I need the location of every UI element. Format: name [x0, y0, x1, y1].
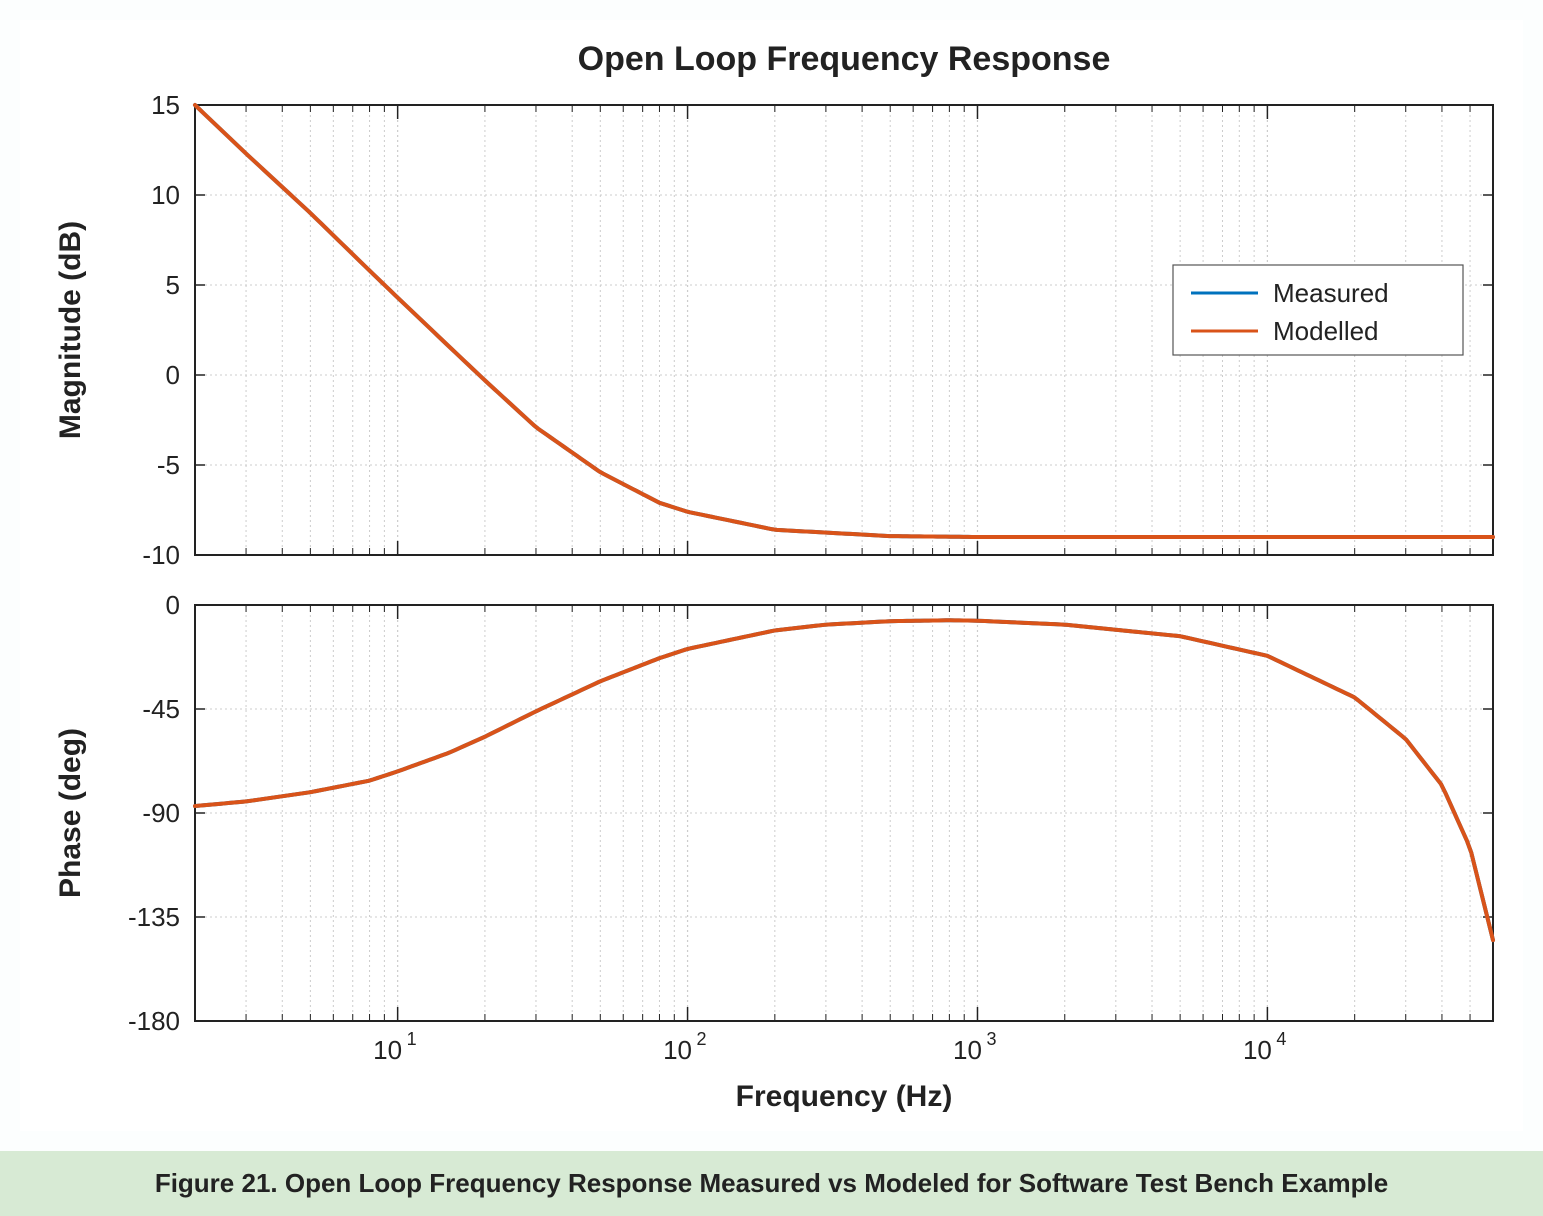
- figure-caption-bar: Figure 21. Open Loop Frequency Response …: [0, 1151, 1543, 1216]
- bode-plot-container: Open Loop Frequency Response-10-5051015M…: [20, 20, 1523, 1131]
- figure-caption-text: Figure 21. Open Loop Frequency Response …: [155, 1168, 1388, 1199]
- svg-text:10: 10: [373, 1035, 402, 1065]
- svg-text:5: 5: [166, 270, 180, 300]
- svg-text:Modelled: Modelled: [1273, 316, 1379, 346]
- svg-text:0: 0: [166, 360, 180, 390]
- svg-text:Magnitude (dB): Magnitude (dB): [54, 221, 87, 439]
- svg-text:Open Loop Frequency Response: Open Loop Frequency Response: [578, 40, 1111, 78]
- bode-svg: Open Loop Frequency Response-10-5051015M…: [20, 20, 1523, 1131]
- svg-text:Phase (deg): Phase (deg): [54, 728, 87, 898]
- svg-text:0: 0: [166, 590, 180, 620]
- svg-text:1: 1: [407, 1029, 417, 1049]
- svg-text:10: 10: [953, 1035, 982, 1065]
- svg-text:-180: -180: [128, 1006, 180, 1036]
- svg-text:10: 10: [663, 1035, 692, 1065]
- svg-text:-5: -5: [157, 450, 180, 480]
- svg-text:-135: -135: [128, 902, 180, 932]
- svg-text:-10: -10: [142, 540, 180, 570]
- svg-text:2: 2: [697, 1029, 707, 1049]
- svg-text:Frequency (Hz): Frequency (Hz): [736, 1080, 953, 1113]
- page-root: Open Loop Frequency Response-10-5051015M…: [0, 0, 1543, 1216]
- svg-text:-90: -90: [142, 798, 180, 828]
- svg-text:10: 10: [151, 180, 180, 210]
- svg-text:4: 4: [1276, 1029, 1286, 1049]
- svg-text:15: 15: [151, 90, 180, 120]
- svg-text:Measured: Measured: [1273, 278, 1389, 308]
- svg-text:10: 10: [1243, 1035, 1272, 1065]
- svg-text:-45: -45: [142, 694, 180, 724]
- svg-text:3: 3: [986, 1029, 996, 1049]
